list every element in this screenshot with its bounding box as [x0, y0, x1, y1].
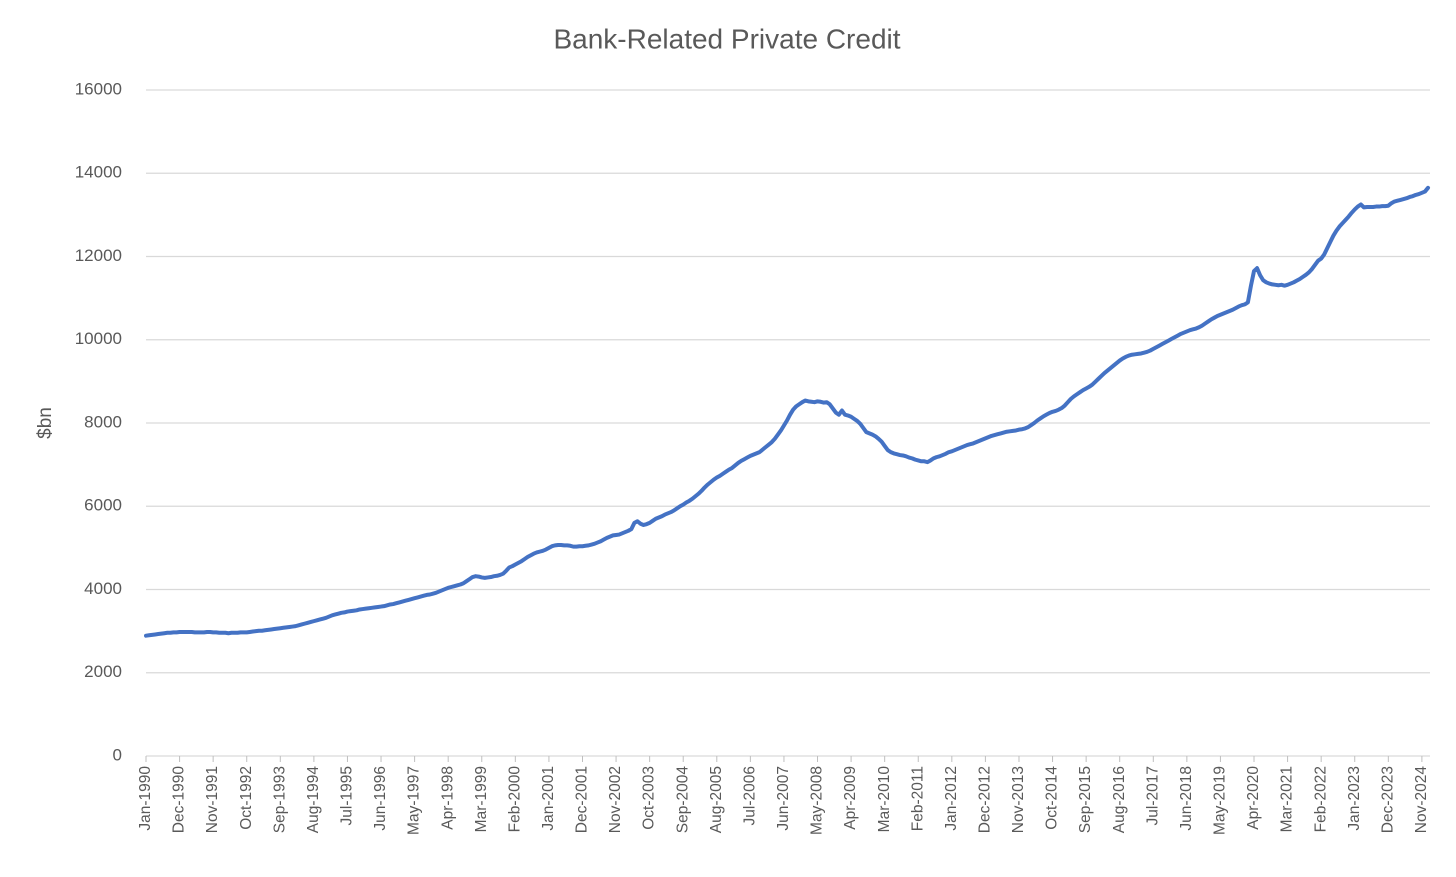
y-tick-label: 2000: [84, 662, 122, 681]
x-tick-label: Jul-2017: [1144, 766, 1161, 825]
x-tick-label: Sep-1993: [271, 766, 288, 833]
x-tick-label: Oct-1992: [238, 766, 255, 830]
x-tick-label: Aug-2016: [1111, 766, 1128, 833]
x-tick-label: Feb-2011: [909, 766, 926, 831]
x-tick-label: Jun-2007: [775, 766, 792, 831]
x-tick-label: Mar-2021: [1279, 766, 1296, 832]
x-tick-label: Aug-2005: [708, 766, 725, 833]
x-tick-label: Dec-1990: [171, 766, 188, 834]
x-tick-label: Dec-2012: [976, 766, 993, 833]
x-tick-label: Jul-2006: [741, 766, 758, 825]
x-tick-label: May-2008: [809, 766, 826, 835]
x-tick-label: Oct-2003: [641, 766, 658, 830]
x-tick-label: May-2019: [1212, 766, 1229, 835]
x-tick-label: Sep-2015: [1077, 766, 1094, 833]
x-tick-label: Nov-2024: [1413, 766, 1430, 834]
x-tick-label: Jan-2001: [540, 766, 557, 831]
x-tick-label: Dec-2023: [1379, 766, 1396, 833]
x-tick-label: May-1997: [406, 766, 423, 835]
x-tick-label: Jan-2023: [1346, 766, 1363, 831]
y-tick-label: 16000: [75, 79, 122, 98]
y-tick-label: 4000: [84, 579, 122, 598]
data-line: [144, 185, 1430, 638]
x-tick-label: Oct-2014: [1044, 766, 1061, 830]
y-tick-label: 6000: [84, 496, 122, 515]
y-tick-label: 12000: [75, 246, 122, 265]
x-tick-label: Nov-2002: [607, 766, 624, 833]
x-tick-label: Nov-2013: [1010, 766, 1027, 833]
y-tick-label: 0: [113, 745, 122, 764]
y-tick-label: 8000: [84, 412, 122, 431]
x-tick-label: Mar-1999: [473, 766, 490, 832]
x-tick-label: Apr-1998: [439, 766, 456, 830]
y-axis-label: $bn: [35, 407, 56, 439]
x-tick-label: Mar-2010: [876, 766, 893, 833]
x-tick-label: Dec-2001: [574, 766, 591, 833]
x-tick-label: Feb-2022: [1312, 766, 1329, 832]
x-tick-label: Feb-2000: [506, 766, 523, 833]
x-tick-label: Sep-2004: [674, 766, 691, 834]
x-tick-label: Aug-1994: [305, 766, 322, 834]
x-tick-label: Jun-1996: [372, 766, 389, 831]
x-tick-label: Nov-1991: [204, 766, 221, 833]
y-tick-label: 14000: [75, 163, 122, 182]
x-tick-label: Jul-1995: [339, 766, 356, 825]
x-tick-label: Jan-2012: [943, 766, 960, 831]
x-tick-label: Jan-1990: [137, 766, 154, 831]
x-tick-label: Apr-2009: [842, 766, 859, 830]
y-tick-label: 10000: [75, 329, 122, 348]
chart-title: Bank-Related Private Credit: [553, 23, 900, 54]
x-tick-label: Jun-2018: [1178, 766, 1195, 831]
x-tick-label: Apr-2020: [1245, 766, 1262, 830]
